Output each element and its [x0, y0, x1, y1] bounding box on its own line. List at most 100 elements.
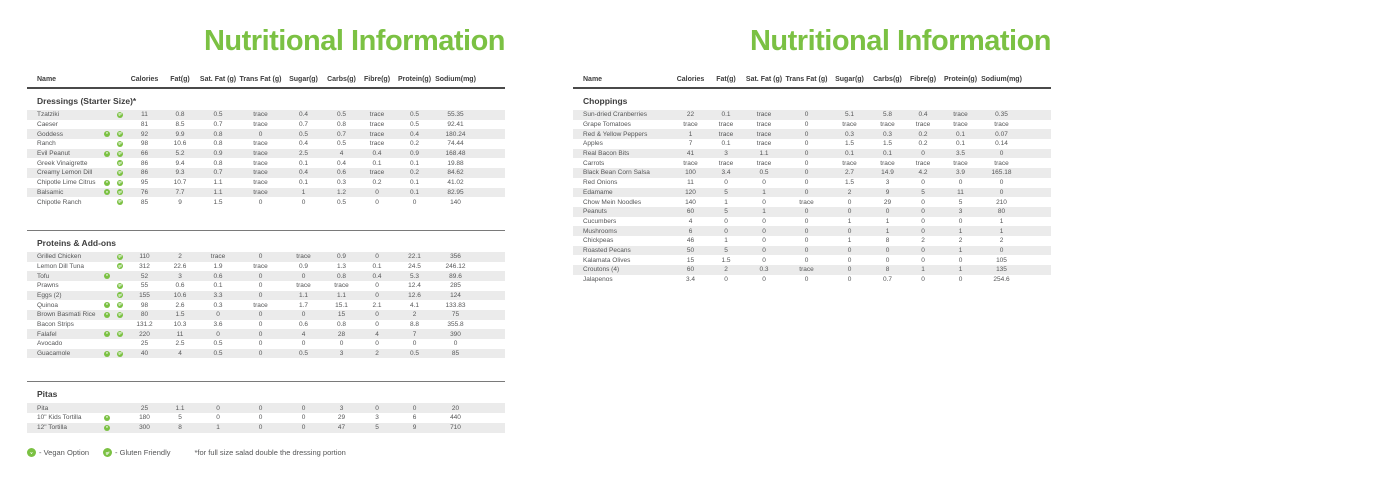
- cell-fat-g: 0: [724, 227, 728, 235]
- column-header-sugar-g: Sugar(g): [835, 76, 864, 83]
- table-row: Apples 7 0.1 trace 0 1.5 1.5 0.2 0.1 0.14: [573, 139, 1051, 149]
- cell-protein-g: 12.4: [408, 282, 421, 290]
- cell-sat-fat-g: 0.5: [213, 111, 223, 119]
- cell-sugar-g: 2.5: [298, 150, 309, 158]
- table-row: Croutons (4) 60 2 0.3 trace 0 8 1 1 135: [573, 265, 1051, 275]
- cell-protein-g: 0: [958, 276, 963, 284]
- cell-sat-fat-g: 0.6: [213, 272, 223, 280]
- cell-sugar-g: 0.7: [298, 121, 309, 129]
- cell-fibre-g: 0: [375, 404, 379, 412]
- column-header-sat-fat-g: Sat. Fat (g): [199, 76, 237, 83]
- cell-calories: 25: [140, 340, 149, 348]
- cell-sugar-g: 1.5: [844, 179, 855, 187]
- row-name: Goddess: [37, 130, 64, 138]
- vegan-icon-cell: v: [101, 414, 113, 421]
- cell-trans-fat-g: 0: [258, 291, 263, 299]
- row-name: Red Onions: [583, 179, 618, 187]
- cell-calories: trace: [683, 159, 698, 167]
- gluten-friendly-icon: gf: [117, 311, 123, 318]
- cell-fibre-g: 0.1: [372, 262, 382, 270]
- cell-sodium-mg: 440: [450, 414, 461, 422]
- gluten-friendly-icon-cell: gf: [113, 189, 127, 196]
- table-section: Proteins & Add-ons Grilled Chicken gf 110 2 t…: [27, 229, 505, 359]
- gluten-friendly-icon-cell: gf: [113, 311, 127, 318]
- cell-sugar-g: 0: [847, 266, 852, 274]
- cell-protein-g: 0.1: [409, 179, 420, 187]
- cell-calories: 98: [140, 140, 149, 148]
- cell-carbs-g: 1.5: [882, 140, 893, 148]
- cell-fat-g: 10.3: [173, 321, 187, 329]
- cell-fibre-g: 0: [375, 321, 379, 329]
- cell-protein-g: 24.5: [408, 262, 421, 270]
- cell-sugar-g: 5.1: [844, 111, 855, 119]
- cell-sugar-g: 0: [847, 227, 852, 235]
- cell-sat-fat-g: 0: [216, 404, 220, 412]
- row-name: Kalamata Olives: [583, 256, 631, 264]
- cell-sugar-g: 0.9: [298, 262, 309, 270]
- cell-trans-fat-g: trace: [253, 301, 268, 309]
- cell-fibre-g: 0.4: [372, 272, 382, 280]
- cell-fibre-g: trace: [369, 140, 385, 148]
- gluten-friendly-icon: gf: [117, 199, 123, 206]
- cell-sodium-mg: 74.44: [447, 140, 464, 148]
- cell-protein-g: 0.5: [409, 111, 420, 119]
- cell-fat-g: 1.5: [721, 256, 731, 264]
- cell-carbs-g: 3: [339, 350, 344, 358]
- cell-protein-g: 0.2: [409, 169, 420, 177]
- gluten-friendly-icon: gf: [117, 169, 123, 176]
- cell-trans-fat-g: 0: [258, 253, 263, 261]
- row-name: Sun-dried Cranberries: [583, 111, 647, 119]
- cell-sodium-mg: 0.35: [995, 111, 1008, 119]
- cell-trans-fat-g: 0: [258, 350, 263, 358]
- cell-sat-fat-g: trace: [756, 159, 772, 167]
- cell-calories: 1: [688, 130, 693, 138]
- cell-trans-fat-g: 0: [258, 424, 263, 432]
- cell-sat-fat-g: 1: [762, 208, 766, 216]
- cell-carbs-g: 4: [339, 150, 344, 158]
- table-row: 10" Kids Tortilla v 180 5 0 0 0 29 3 6 440: [27, 413, 505, 423]
- cell-fibre-g: 0.4: [372, 150, 382, 158]
- row-name: Evil Peanut: [37, 150, 70, 158]
- cell-trans-fat-g: 0: [258, 198, 263, 206]
- cell-protein-g: 3.9: [955, 169, 966, 177]
- row-name: Croutons (4): [583, 266, 620, 274]
- vegan-icon: v: [104, 150, 110, 157]
- cell-fat-g: 10.6: [173, 140, 187, 148]
- cell-sat-fat-g: 0: [762, 227, 766, 235]
- row-name: Grape Tomatoes: [583, 121, 631, 129]
- table-row: Chickpeas 46 1 0 0 1 8 2 2 2: [573, 236, 1051, 246]
- cell-fat-g: 22.6: [173, 262, 187, 270]
- cell-carbs-g: 1: [885, 227, 890, 235]
- row-name: Greek Vinaigrette: [37, 159, 88, 167]
- cell-fat-g: 0.8: [175, 111, 185, 119]
- vegan-icon-cell: v: [101, 273, 113, 280]
- vegan-icon: v: [104, 131, 110, 138]
- table-row: Chow Mein Noodles 140 1 0 trace 0 29 0 5 210: [573, 197, 1051, 207]
- column-header-sodium-mg: Sodium(mg): [981, 76, 1022, 83]
- cell-fat-g: 5: [724, 208, 728, 216]
- cell-calories: 46: [686, 237, 695, 245]
- gluten-friendly-icon: gf: [117, 140, 123, 147]
- cell-sat-fat-g: 0: [762, 246, 766, 254]
- cell-sodium-mg: 41.02: [447, 179, 464, 187]
- cell-calories: 98: [140, 301, 149, 309]
- cell-protein-g: 1: [958, 246, 963, 254]
- cell-carbs-g: 0.8: [336, 121, 347, 129]
- table-row: Jalapenos 3.4 0 0 0 0 0.7 0 0 254.6: [573, 275, 1051, 285]
- row-name: Quinoa: [37, 301, 58, 309]
- cell-trans-fat-g: 0: [258, 404, 263, 412]
- cell-sodium-mg: 356: [450, 253, 461, 261]
- cell-carbs-g: 0.5: [336, 140, 347, 148]
- cell-fibre-g: 0: [921, 198, 925, 206]
- cell-sat-fat-g: 1.9: [213, 262, 223, 270]
- section-title: Dressings (Starter Size)*: [37, 96, 137, 106]
- row-name: Grilled Chicken: [37, 253, 82, 261]
- gluten-friendly-icon-cell: gf: [113, 199, 127, 206]
- cell-trans-fat-g: trace: [253, 159, 268, 167]
- cell-fibre-g: 5: [375, 424, 379, 432]
- cell-fat-g: 0.1: [721, 140, 731, 148]
- column-header-name: Name: [37, 76, 57, 83]
- cell-protein-g: 5.3: [409, 272, 420, 280]
- row-name: Chipotle Lime Citrus: [37, 179, 96, 187]
- cell-fat-g: 5: [724, 188, 728, 196]
